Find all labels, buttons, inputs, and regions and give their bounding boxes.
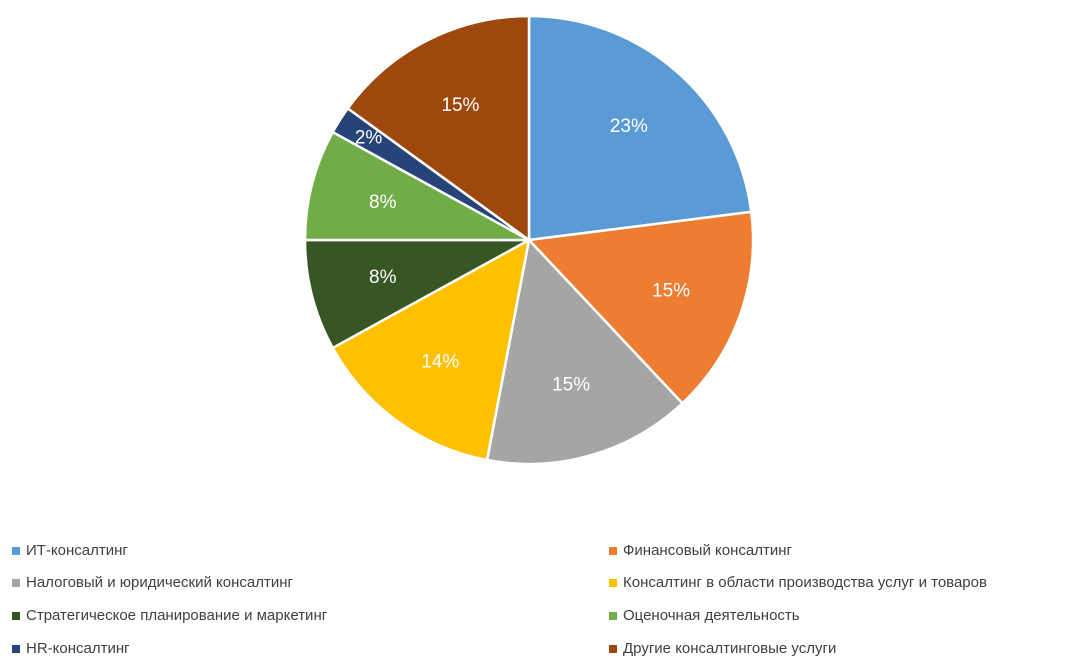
legend-item: Оценочная деятельность [609,607,800,624]
slice-data-label: 15% [552,375,590,396]
legend-label: Другие консалтинговые услуги [623,640,837,657]
legend-swatch [12,644,20,653]
legend-swatch [12,611,20,620]
pie-slice [527,210,755,405]
slice-data-label: 15% [441,95,479,116]
legend-label: HR-консалтинг [26,640,130,657]
slice-data-label: 2% [355,128,383,149]
legend-item: Другие консалтинговые услуги [609,640,836,657]
legend-item: HR-консалтинг [12,640,130,657]
pie-slice [303,130,531,242]
slice-data-label: 23% [610,116,648,137]
pie-slice [331,238,531,462]
slice-data-label: 15% [652,281,690,302]
legend-label: Оценочная деятельность [623,607,800,624]
slice-data-label: 14% [421,352,459,373]
legend-swatch [609,546,617,555]
legend-swatch [609,644,617,653]
pie-data-labels: 23% 15% 15% 14% 8% 8% 2% 15% [355,95,690,396]
legend-swatch [12,546,20,555]
legend-swatch [609,578,617,587]
legend-swatch [609,611,617,620]
legend-label: Налоговый и юридический консалтинг [26,574,293,591]
pie-slices [303,14,755,466]
pie-chart: 23% 15% 15% 14% 8% 8% 2% 15% [303,14,755,466]
slice-data-label: 8% [369,267,397,288]
pie-slice [346,14,531,242]
legend-label: Стратегическое планирование и маркетинг [26,607,328,624]
pie-slice [527,14,753,242]
legend-label: Финансовый консалтинг [623,542,792,559]
legend-item: Консалтинг в области производства услуг … [609,574,987,591]
legend-swatch [12,578,20,587]
legend-item: ИТ-консалтинг [12,542,128,559]
pie-slice [485,238,684,466]
legend-item: Налоговый и юридический консалтинг [12,574,293,591]
legend-label: ИТ-консалтинг [26,542,128,559]
slice-data-label: 8% [369,192,397,213]
legend-label: Консалтинг в области производства услуг … [623,574,987,591]
legend-item: Финансовый консалтинг [609,542,792,559]
pie-slice [303,238,531,350]
legend-item: Стратегическое планирование и маркетинг [12,607,327,624]
